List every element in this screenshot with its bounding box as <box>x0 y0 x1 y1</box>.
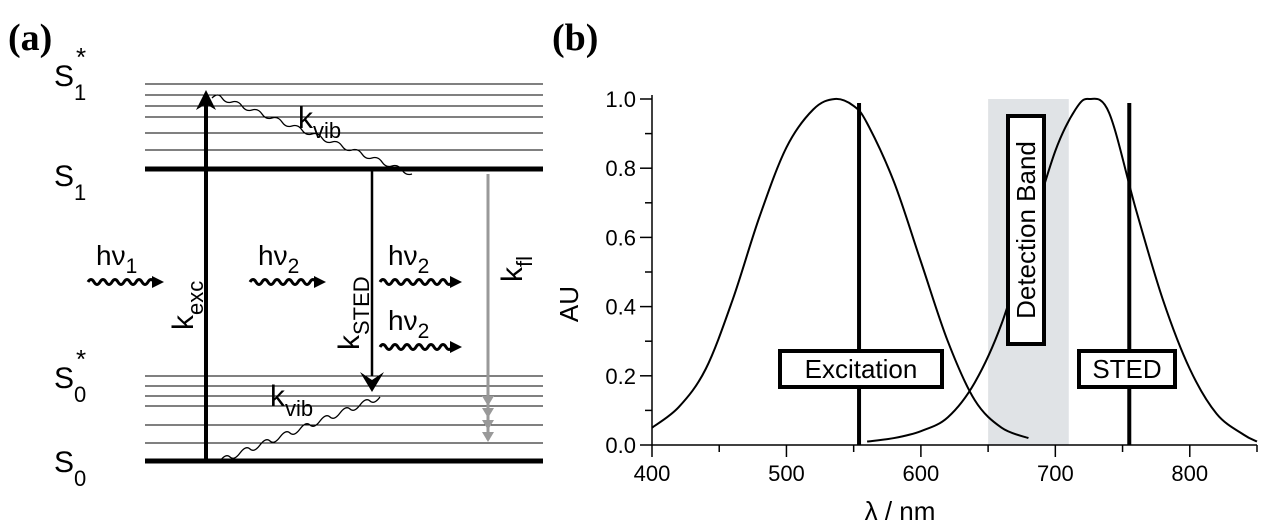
kexc-label: kexc <box>167 281 208 330</box>
s0-star-asterisk: * <box>76 344 86 374</box>
emission-spectrum-curve <box>866 97 1258 443</box>
y-tick-label: 0.2 <box>605 364 636 389</box>
curves <box>651 97 1258 443</box>
sted-label-box: STED <box>1077 349 1177 389</box>
x-tick-label: 600 <box>903 461 940 486</box>
y-tick-label: 0.4 <box>605 295 636 320</box>
x-axis-title: λ / nm <box>865 496 936 524</box>
y-tick-label: 0.6 <box>605 225 636 250</box>
s1-star-label: S1 <box>54 60 86 105</box>
y-axis-title: AU <box>554 286 584 322</box>
x-ticks: 400 500 600 700 800 <box>634 445 1258 486</box>
x-tick-label: 800 <box>1171 461 1208 486</box>
y-ticks: 0.0 0.2 0.4 0.6 0.8 1.0 <box>605 87 652 458</box>
hv2-in-arrowhead <box>314 276 326 288</box>
excitation-arrowhead <box>196 90 216 110</box>
hv2-out-a-wave <box>378 278 454 286</box>
hv2-in-wave <box>248 278 318 286</box>
kfl-label: kfl <box>496 256 537 282</box>
hv1-label: hν1 <box>96 240 137 278</box>
s0-star-levels <box>145 375 543 444</box>
hv2-out-a-arrowhead <box>450 276 462 288</box>
excitation-label-box: Excitation <box>778 349 944 389</box>
hv2-out-b-label: hν2 <box>388 305 429 343</box>
vib-relaxation-bottom <box>219 396 381 462</box>
sted-arrowhead <box>360 372 384 392</box>
hv1-arrowhead <box>152 276 164 288</box>
vib-relaxation-top <box>211 94 413 176</box>
excitation-spectrum-curve <box>651 97 1029 440</box>
kvib-bottom-label: kvib <box>270 380 313 421</box>
s0-label: S0 <box>54 446 86 491</box>
plot-frame <box>651 95 1257 446</box>
ksted-label: kSTED <box>333 276 374 350</box>
y-tick-label: 0.8 <box>605 156 636 181</box>
y-tick-label: 1.0 <box>605 87 636 112</box>
detection-band-label-box: Detection Band <box>1006 114 1046 346</box>
x-tick-label: 700 <box>1037 461 1074 486</box>
s0-star-label: S0 <box>54 362 86 407</box>
panel-b-letter: (b) <box>552 17 598 59</box>
hv2-out-b-arrowhead <box>450 341 462 353</box>
hv1-wave <box>86 278 156 286</box>
kvib-top-label: kvib <box>298 102 341 143</box>
fluorescence-arrowheads <box>482 396 494 442</box>
x-tick-label: 400 <box>634 461 671 486</box>
x-tick-label: 500 <box>768 461 805 486</box>
y-tick-label: 0.0 <box>605 433 636 458</box>
hv2-in-label: hν2 <box>258 240 299 278</box>
panel-b: (b) 400 500 600 700 800 0.0 0.2 0.4 0.6 0.8 1.0 λ… <box>552 17 1258 524</box>
s1-star-asterisk: * <box>76 42 86 72</box>
s1-label: S1 <box>54 160 86 205</box>
panel-a-letter: (a) <box>8 17 52 59</box>
panel-a: (a) S1 * S1 S0 * S0 <box>8 17 543 491</box>
hv2-out-b-wave <box>378 343 454 351</box>
detection-band-label: Detection Band <box>1011 141 1041 319</box>
hv2-out-a-label: hν2 <box>388 240 429 278</box>
excitation-label: Excitation <box>805 354 918 384</box>
sted-label: STED <box>1092 354 1161 384</box>
